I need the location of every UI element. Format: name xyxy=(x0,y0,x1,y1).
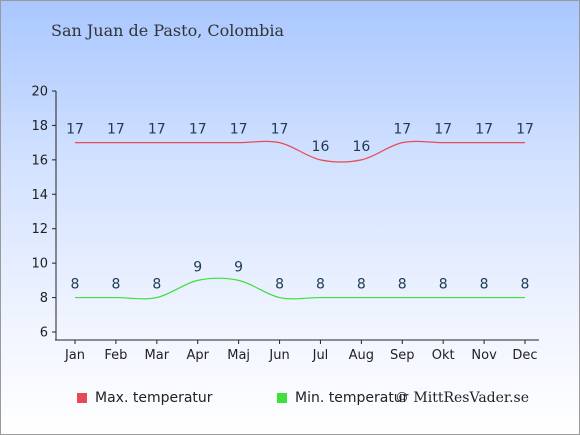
legend-item-max: Max. temperatur xyxy=(77,390,213,406)
y-tick-label: 20 xyxy=(31,85,48,100)
max-value-label: 16 xyxy=(312,139,330,155)
y-tick-label: 6 xyxy=(40,326,48,341)
max-value-label: 17 xyxy=(516,122,534,138)
x-tick-label: Apr xyxy=(186,348,209,363)
min-value-label: 9 xyxy=(193,259,202,275)
legend-label-min: Min. temperatur xyxy=(295,390,409,406)
chart-plot: 6 8 10 12 14 16 18 20 Jan Feb Mar Apr Maj Jun Jul Aug Se… xyxy=(31,85,539,363)
max-value-label: 16 xyxy=(352,139,370,155)
min-value-label: 8 xyxy=(357,277,366,293)
y-tick-label: 16 xyxy=(31,153,48,168)
min-value-label: 8 xyxy=(439,277,448,293)
min-value-label: 8 xyxy=(316,277,325,293)
x-tick-label: Feb xyxy=(104,348,127,363)
min-value-label: 9 xyxy=(234,259,243,275)
min-value-label: 8 xyxy=(71,277,80,293)
max-value-label: 17 xyxy=(230,122,248,138)
legend-swatch-max xyxy=(77,393,87,403)
x-tick-label: Jul xyxy=(312,348,329,363)
x-tick-label: Maj xyxy=(227,348,250,363)
min-value-label: 8 xyxy=(275,277,284,293)
y-tick-label: 10 xyxy=(31,257,48,272)
y-tick-label: 12 xyxy=(31,222,48,237)
x-tick-label: Okt xyxy=(432,348,455,363)
max-temperature-line xyxy=(75,140,525,163)
min-value-label: 8 xyxy=(480,277,489,293)
max-value-label: 17 xyxy=(189,122,207,138)
x-tick-label: Sep xyxy=(390,348,415,363)
legend-item-min: Min. temperatur xyxy=(277,390,408,406)
x-tick-label: Dec xyxy=(512,348,537,363)
legend-label-max: Max. temperatur xyxy=(95,390,213,406)
y-tick-label: 8 xyxy=(40,291,48,306)
data-labels: 17 17 17 17 17 17 16 16 17 17 17 17 8 8 8 9 9 8 8 8 8 8 8 8 xyxy=(66,122,534,293)
max-value-label: 17 xyxy=(271,122,289,138)
max-value-label: 17 xyxy=(107,122,125,138)
x-tick-label: Nov xyxy=(471,348,497,363)
min-value-label: 8 xyxy=(398,277,407,293)
y-tick-label: 14 xyxy=(31,188,48,203)
min-value-label: 8 xyxy=(521,277,530,293)
max-value-label: 17 xyxy=(475,122,493,138)
legend-swatch-min xyxy=(277,393,287,403)
x-tick-label: Aug xyxy=(349,348,374,363)
min-value-label: 8 xyxy=(111,277,120,293)
x-tick-label: Jan xyxy=(64,348,85,363)
x-tick-label: Jun xyxy=(268,348,289,363)
copyright-text: © MittResVader.se xyxy=(394,390,529,406)
max-value-label: 17 xyxy=(148,122,166,138)
min-value-label: 8 xyxy=(152,277,161,293)
axes: 6 8 10 12 14 16 18 20 Jan Feb Mar Apr Maj Jun Jul Aug Se… xyxy=(31,85,539,363)
y-tick-label: 18 xyxy=(31,119,48,134)
max-value-label: 17 xyxy=(66,122,84,138)
max-value-label: 17 xyxy=(434,122,452,138)
min-temperature-line xyxy=(75,277,525,300)
series-lines xyxy=(75,140,525,300)
chart-title: San Juan de Pasto, Colombia xyxy=(51,21,285,40)
max-value-label: 17 xyxy=(393,122,411,138)
x-tick-label: Mar xyxy=(145,348,170,363)
